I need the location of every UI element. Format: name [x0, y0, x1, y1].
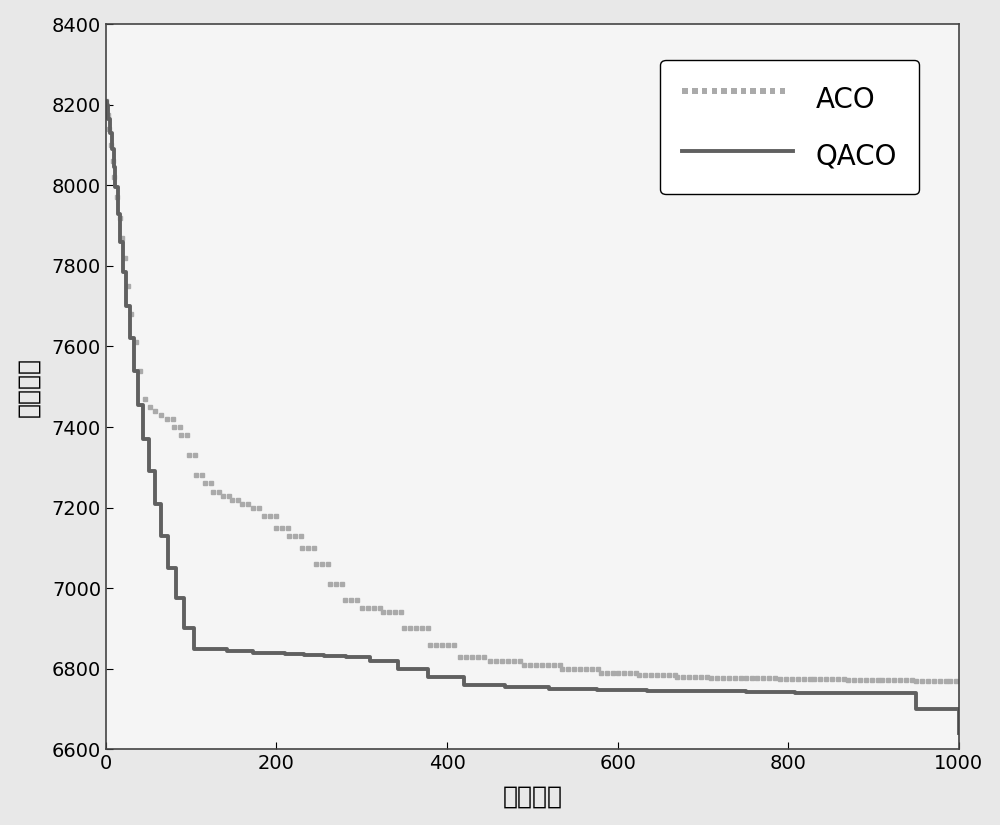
X-axis label: 迭代次数: 迭代次数 [502, 785, 562, 808]
Y-axis label: 路线长度: 路线长度 [17, 356, 41, 417]
Legend: ACO, QACO: ACO, QACO [660, 59, 919, 194]
QACO [137, 434, 149, 444]
QACO [910, 704, 922, 714]
QACO [364, 656, 376, 666]
Line: ACO: ACO [103, 98, 959, 683]
ACO [100, 96, 112, 106]
QACO [100, 96, 112, 106]
ACO [562, 664, 574, 674]
QACO [953, 728, 965, 738]
ACO [757, 673, 769, 683]
QACO [458, 680, 470, 690]
ACO [950, 676, 962, 686]
ACO [207, 487, 219, 497]
QACO [143, 466, 155, 476]
ACO [336, 579, 348, 589]
ACO [910, 676, 922, 686]
QACO [120, 301, 132, 311]
ACO [295, 530, 307, 540]
ACO [548, 660, 560, 670]
Line: QACO: QACO [106, 101, 959, 733]
